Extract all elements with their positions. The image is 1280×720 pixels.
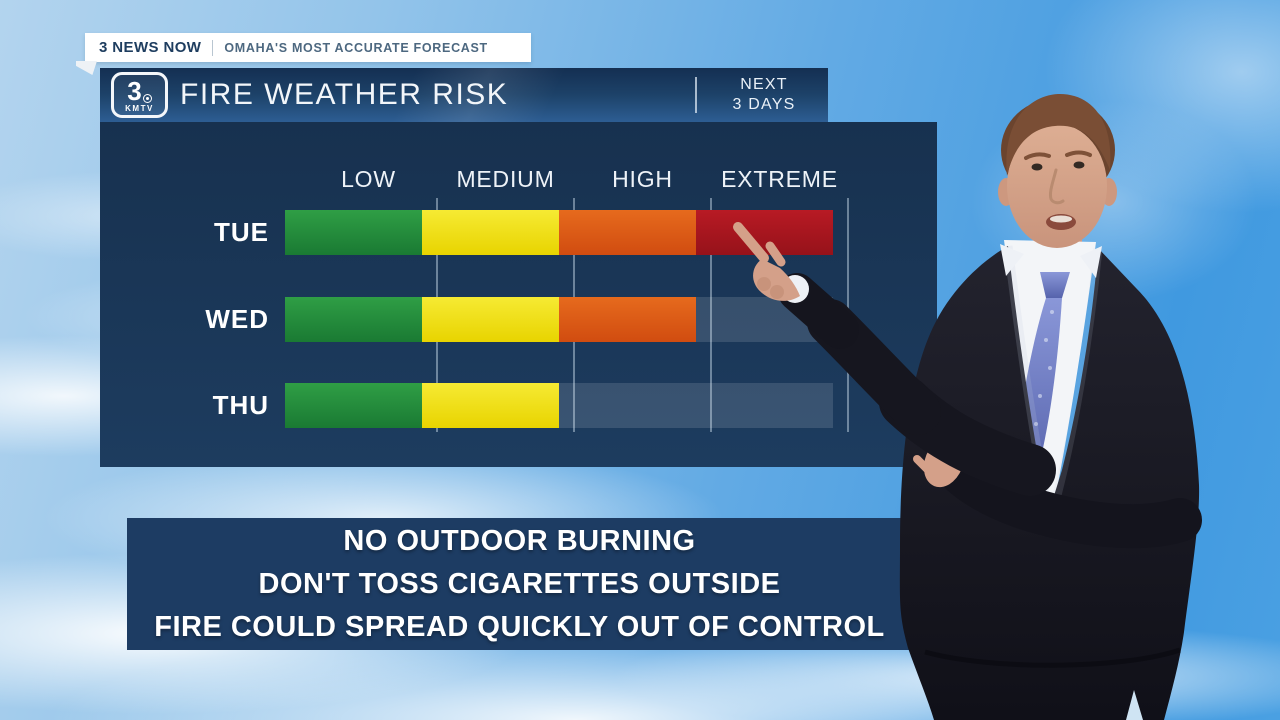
mouth bbox=[1046, 214, 1076, 230]
hair-front bbox=[1006, 93, 1111, 176]
risk-cell-wed-low bbox=[285, 297, 422, 342]
station-call-letters: KMTV bbox=[125, 103, 154, 113]
teeth bbox=[1050, 215, 1072, 223]
tie-knot bbox=[1040, 272, 1070, 298]
tie-pattern-dots bbox=[1028, 310, 1054, 454]
right-eyebrow bbox=[1065, 150, 1092, 157]
weatherman-neck bbox=[1034, 222, 1082, 266]
weatherman-right-forearm bbox=[933, 445, 1202, 549]
risk-cell-tue-high bbox=[559, 210, 696, 255]
right-ear bbox=[1101, 178, 1117, 206]
risk-cell-wed-extreme bbox=[696, 297, 833, 342]
column-headers: LOW MEDIUM HIGH EXTREME bbox=[300, 166, 848, 193]
weatherman-shirt bbox=[1004, 240, 1096, 522]
leg-gap bbox=[1126, 690, 1143, 720]
ticker-ribbon-fold bbox=[76, 61, 97, 75]
advisory-line: FIRE COULD SPREAD QUICKLY OUT OF CONTROL bbox=[154, 610, 885, 643]
column-header-low: LOW bbox=[341, 166, 396, 192]
column-header-medium: MEDIUM bbox=[456, 166, 555, 192]
ticker-divider bbox=[212, 39, 214, 56]
risk-bars bbox=[285, 210, 833, 255]
risk-cell-tue-low bbox=[285, 210, 422, 255]
grid-line bbox=[710, 198, 712, 432]
hair-back bbox=[1001, 98, 1115, 202]
risk-cell-tue-extreme bbox=[696, 210, 833, 255]
risk-cell-wed-medium bbox=[422, 297, 559, 342]
fire-risk-chart-panel: LOW MEDIUM HIGH EXTREME TUE WED THU bbox=[100, 122, 937, 467]
risk-row-thu: THU bbox=[100, 383, 848, 428]
jacket-lapel-right bbox=[1045, 247, 1103, 522]
station-brand-text: 3 NEWS NOW bbox=[99, 39, 202, 56]
left-eye bbox=[1031, 163, 1043, 171]
graphic-title-bar: 3 KMTV FIRE WEATHER RISK NEXT 3 DAYS bbox=[100, 68, 828, 122]
titlebar-divider bbox=[695, 77, 697, 113]
risk-row-wed: WED bbox=[100, 297, 848, 342]
station-tagline-text: OMAHA'S MOST ACCURATE FORECAST bbox=[224, 40, 488, 55]
day-label: WED bbox=[205, 304, 269, 334]
column-header-extreme: EXTREME bbox=[721, 166, 838, 192]
day-label: TUE bbox=[214, 217, 269, 247]
weatherman-face bbox=[1007, 124, 1107, 248]
advisory-line: DON'T TOSS CIGARETTES OUTSIDE bbox=[258, 567, 781, 600]
advisory-line: NO OUTDOOR BURNING bbox=[343, 524, 696, 557]
weatherman-jacket bbox=[899, 246, 1200, 720]
timeframe-label: NEXT 3 DAYS bbox=[708, 75, 820, 115]
timeframe-line1: NEXT bbox=[740, 76, 788, 93]
left-ear bbox=[998, 178, 1014, 206]
collar-point-left bbox=[1000, 244, 1024, 276]
graphic-title: FIRE WEATHER RISK bbox=[180, 78, 509, 111]
collar-point-right bbox=[1080, 246, 1102, 278]
chin-shadow bbox=[1033, 225, 1083, 243]
day-label: THU bbox=[212, 390, 269, 420]
jacket-lapel-left bbox=[1003, 245, 1055, 521]
risk-cell-thu-extreme bbox=[696, 383, 833, 428]
right-eye bbox=[1073, 161, 1085, 169]
weatherman-tie bbox=[1013, 298, 1062, 485]
risk-bars bbox=[285, 383, 833, 428]
channel-number-text: 3 bbox=[127, 75, 142, 106]
risk-cell-thu-low bbox=[285, 383, 422, 428]
risk-cell-thu-medium bbox=[422, 383, 559, 428]
jacket-hem bbox=[924, 647, 1181, 668]
advisory-message-box: NO OUTDOOR BURNING DON'T TOSS CIGARETTES… bbox=[127, 518, 912, 650]
timeframe-line2: 3 DAYS bbox=[732, 96, 796, 113]
cbs-eye-icon bbox=[142, 93, 152, 103]
left-eyebrow bbox=[1024, 152, 1051, 160]
kmtv-3-logo: 3 KMTV bbox=[111, 72, 168, 118]
weatherman-head bbox=[998, 93, 1117, 248]
risk-cell-tue-medium bbox=[422, 210, 559, 255]
nose bbox=[1049, 168, 1065, 205]
risk-bars bbox=[285, 297, 833, 342]
column-header-high: HIGH bbox=[612, 166, 673, 192]
risk-cell-thu-high bbox=[559, 383, 696, 428]
news-ticker-banner: 3 NEWS NOW OMAHA'S MOST ACCURATE FORECAS… bbox=[85, 33, 531, 62]
channel-number: 3 bbox=[127, 75, 152, 106]
risk-row-tue: TUE bbox=[100, 210, 848, 255]
risk-cell-wed-high bbox=[559, 297, 696, 342]
